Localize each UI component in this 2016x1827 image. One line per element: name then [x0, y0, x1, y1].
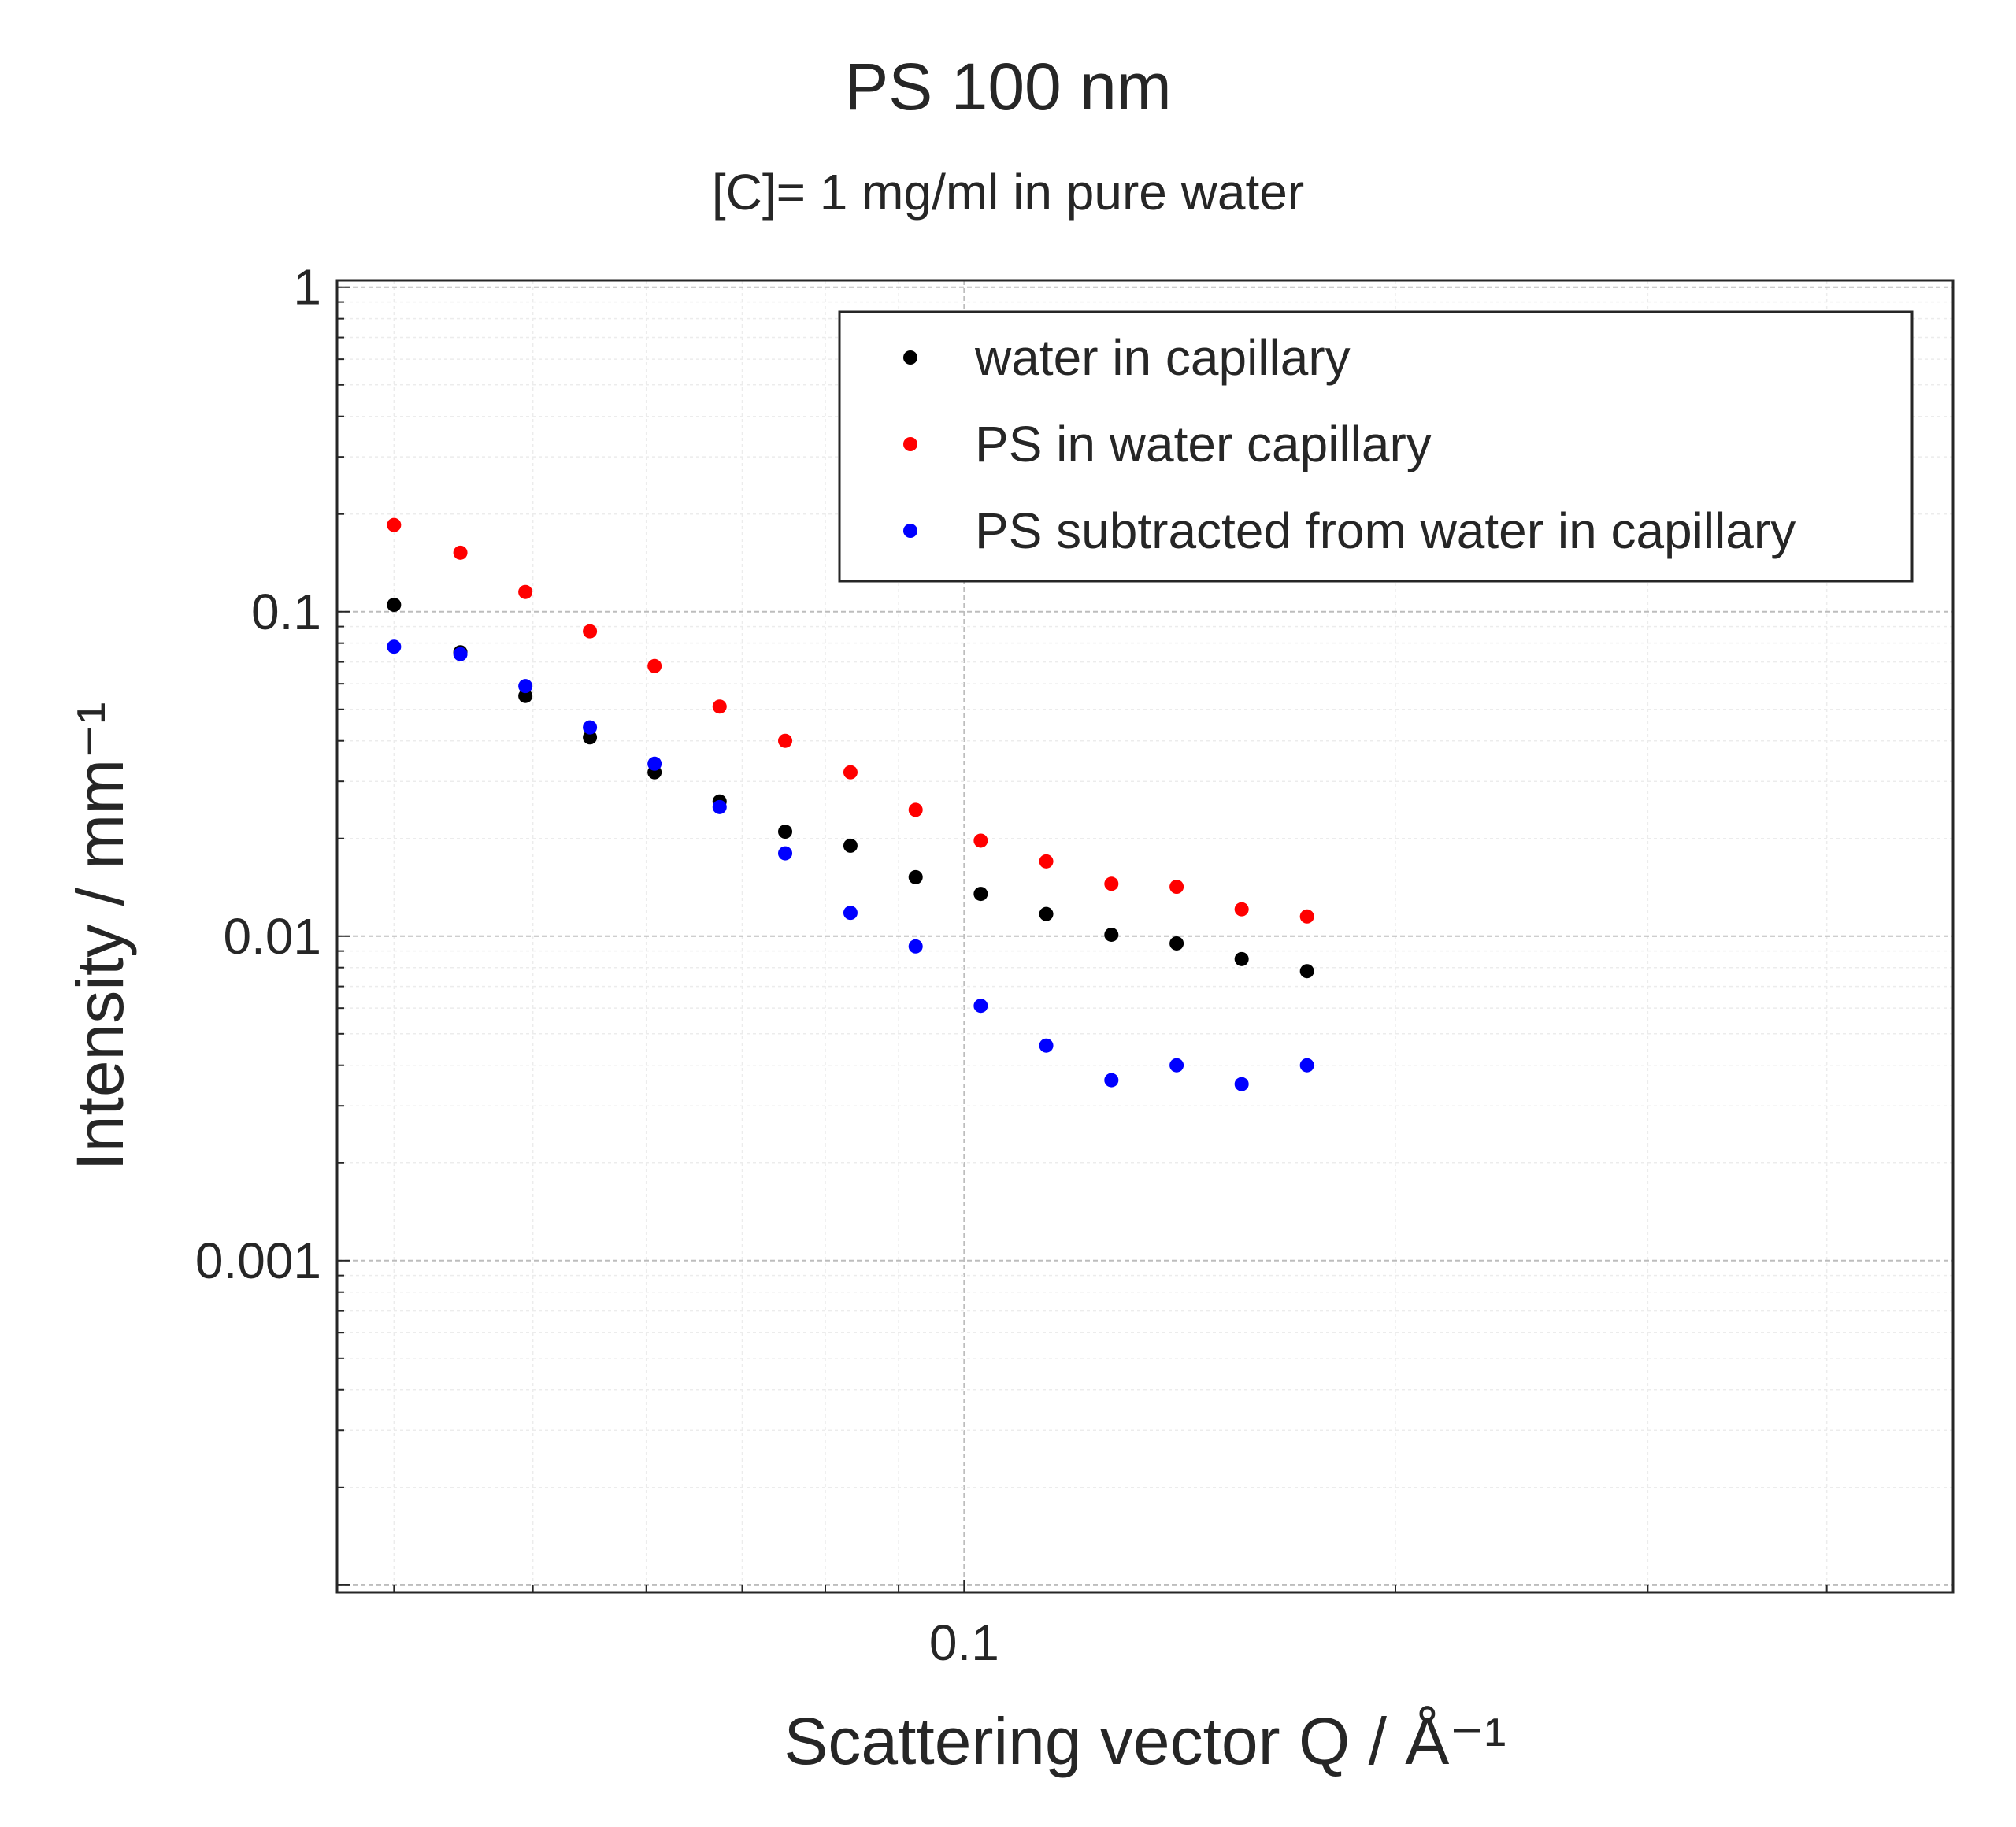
legend-label: water in capillary	[974, 329, 1351, 386]
data-point	[583, 624, 598, 639]
data-point	[1104, 876, 1119, 891]
data-points	[387, 517, 1314, 1091]
data-point	[1299, 964, 1314, 979]
data-point	[973, 887, 988, 902]
data-point	[843, 838, 858, 853]
data-point	[1169, 936, 1184, 951]
data-point	[1039, 854, 1054, 869]
data-point	[387, 517, 402, 532]
data-point	[453, 647, 468, 662]
data-point	[908, 802, 923, 817]
data-point	[1234, 1077, 1249, 1091]
data-point	[647, 658, 662, 673]
data-point	[712, 699, 727, 714]
chart-title: PS 100 nm	[844, 50, 1172, 124]
data-point	[1039, 1038, 1054, 1053]
y-tick-label: 0.01	[223, 908, 321, 965]
data-point	[1169, 1058, 1184, 1073]
data-point	[973, 833, 988, 848]
x-axis-label: Scattering vector Q / Å⁻¹	[784, 1704, 1506, 1778]
axis-ticks: 0.1 0.001 0.01 0.1 1	[195, 259, 1828, 1671]
data-point	[518, 679, 533, 694]
data-point	[583, 730, 598, 745]
y-axis-label: Intensity / mm⁻¹	[63, 702, 137, 1170]
data-point	[843, 906, 858, 921]
series-3	[387, 639, 1314, 1091]
legend-label: PS subtracted from water in capillary	[975, 502, 1796, 559]
legend-marker	[903, 350, 917, 365]
x-tick-label: 0.1	[929, 1614, 999, 1671]
data-point	[843, 765, 858, 780]
y-tick-label: 0.1	[251, 584, 321, 640]
data-point	[908, 869, 923, 884]
data-point	[1104, 1073, 1119, 1088]
data-point	[778, 825, 793, 839]
legend-label: PS in water capillary	[975, 416, 1432, 472]
data-point	[583, 720, 598, 735]
data-point	[647, 756, 662, 771]
data-point	[387, 598, 402, 613]
legend-box	[838, 310, 1914, 583]
data-point	[518, 584, 533, 599]
data-point	[1299, 909, 1314, 924]
legend-marker	[903, 524, 917, 538]
legend: water in capillary PS in water capillary P…	[838, 310, 1914, 583]
data-point	[1234, 951, 1249, 966]
series-2	[387, 517, 1314, 924]
chart-subtitle: [C]= 1 mg/ml in pure water	[711, 164, 1305, 220]
y-tick-label: 1	[293, 259, 321, 316]
data-point	[387, 639, 402, 654]
data-point	[1039, 906, 1054, 921]
data-point	[778, 846, 793, 861]
data-point	[1234, 902, 1249, 917]
data-point	[1104, 927, 1119, 942]
data-point	[1169, 880, 1184, 895]
data-point	[453, 545, 468, 560]
data-point	[1299, 1058, 1314, 1073]
y-tick-label: 0.001	[195, 1232, 321, 1289]
data-point	[973, 999, 988, 1014]
data-point	[778, 733, 793, 748]
data-point	[518, 688, 533, 703]
data-point	[908, 939, 923, 954]
data-point	[712, 799, 727, 814]
legend-marker	[903, 437, 917, 451]
